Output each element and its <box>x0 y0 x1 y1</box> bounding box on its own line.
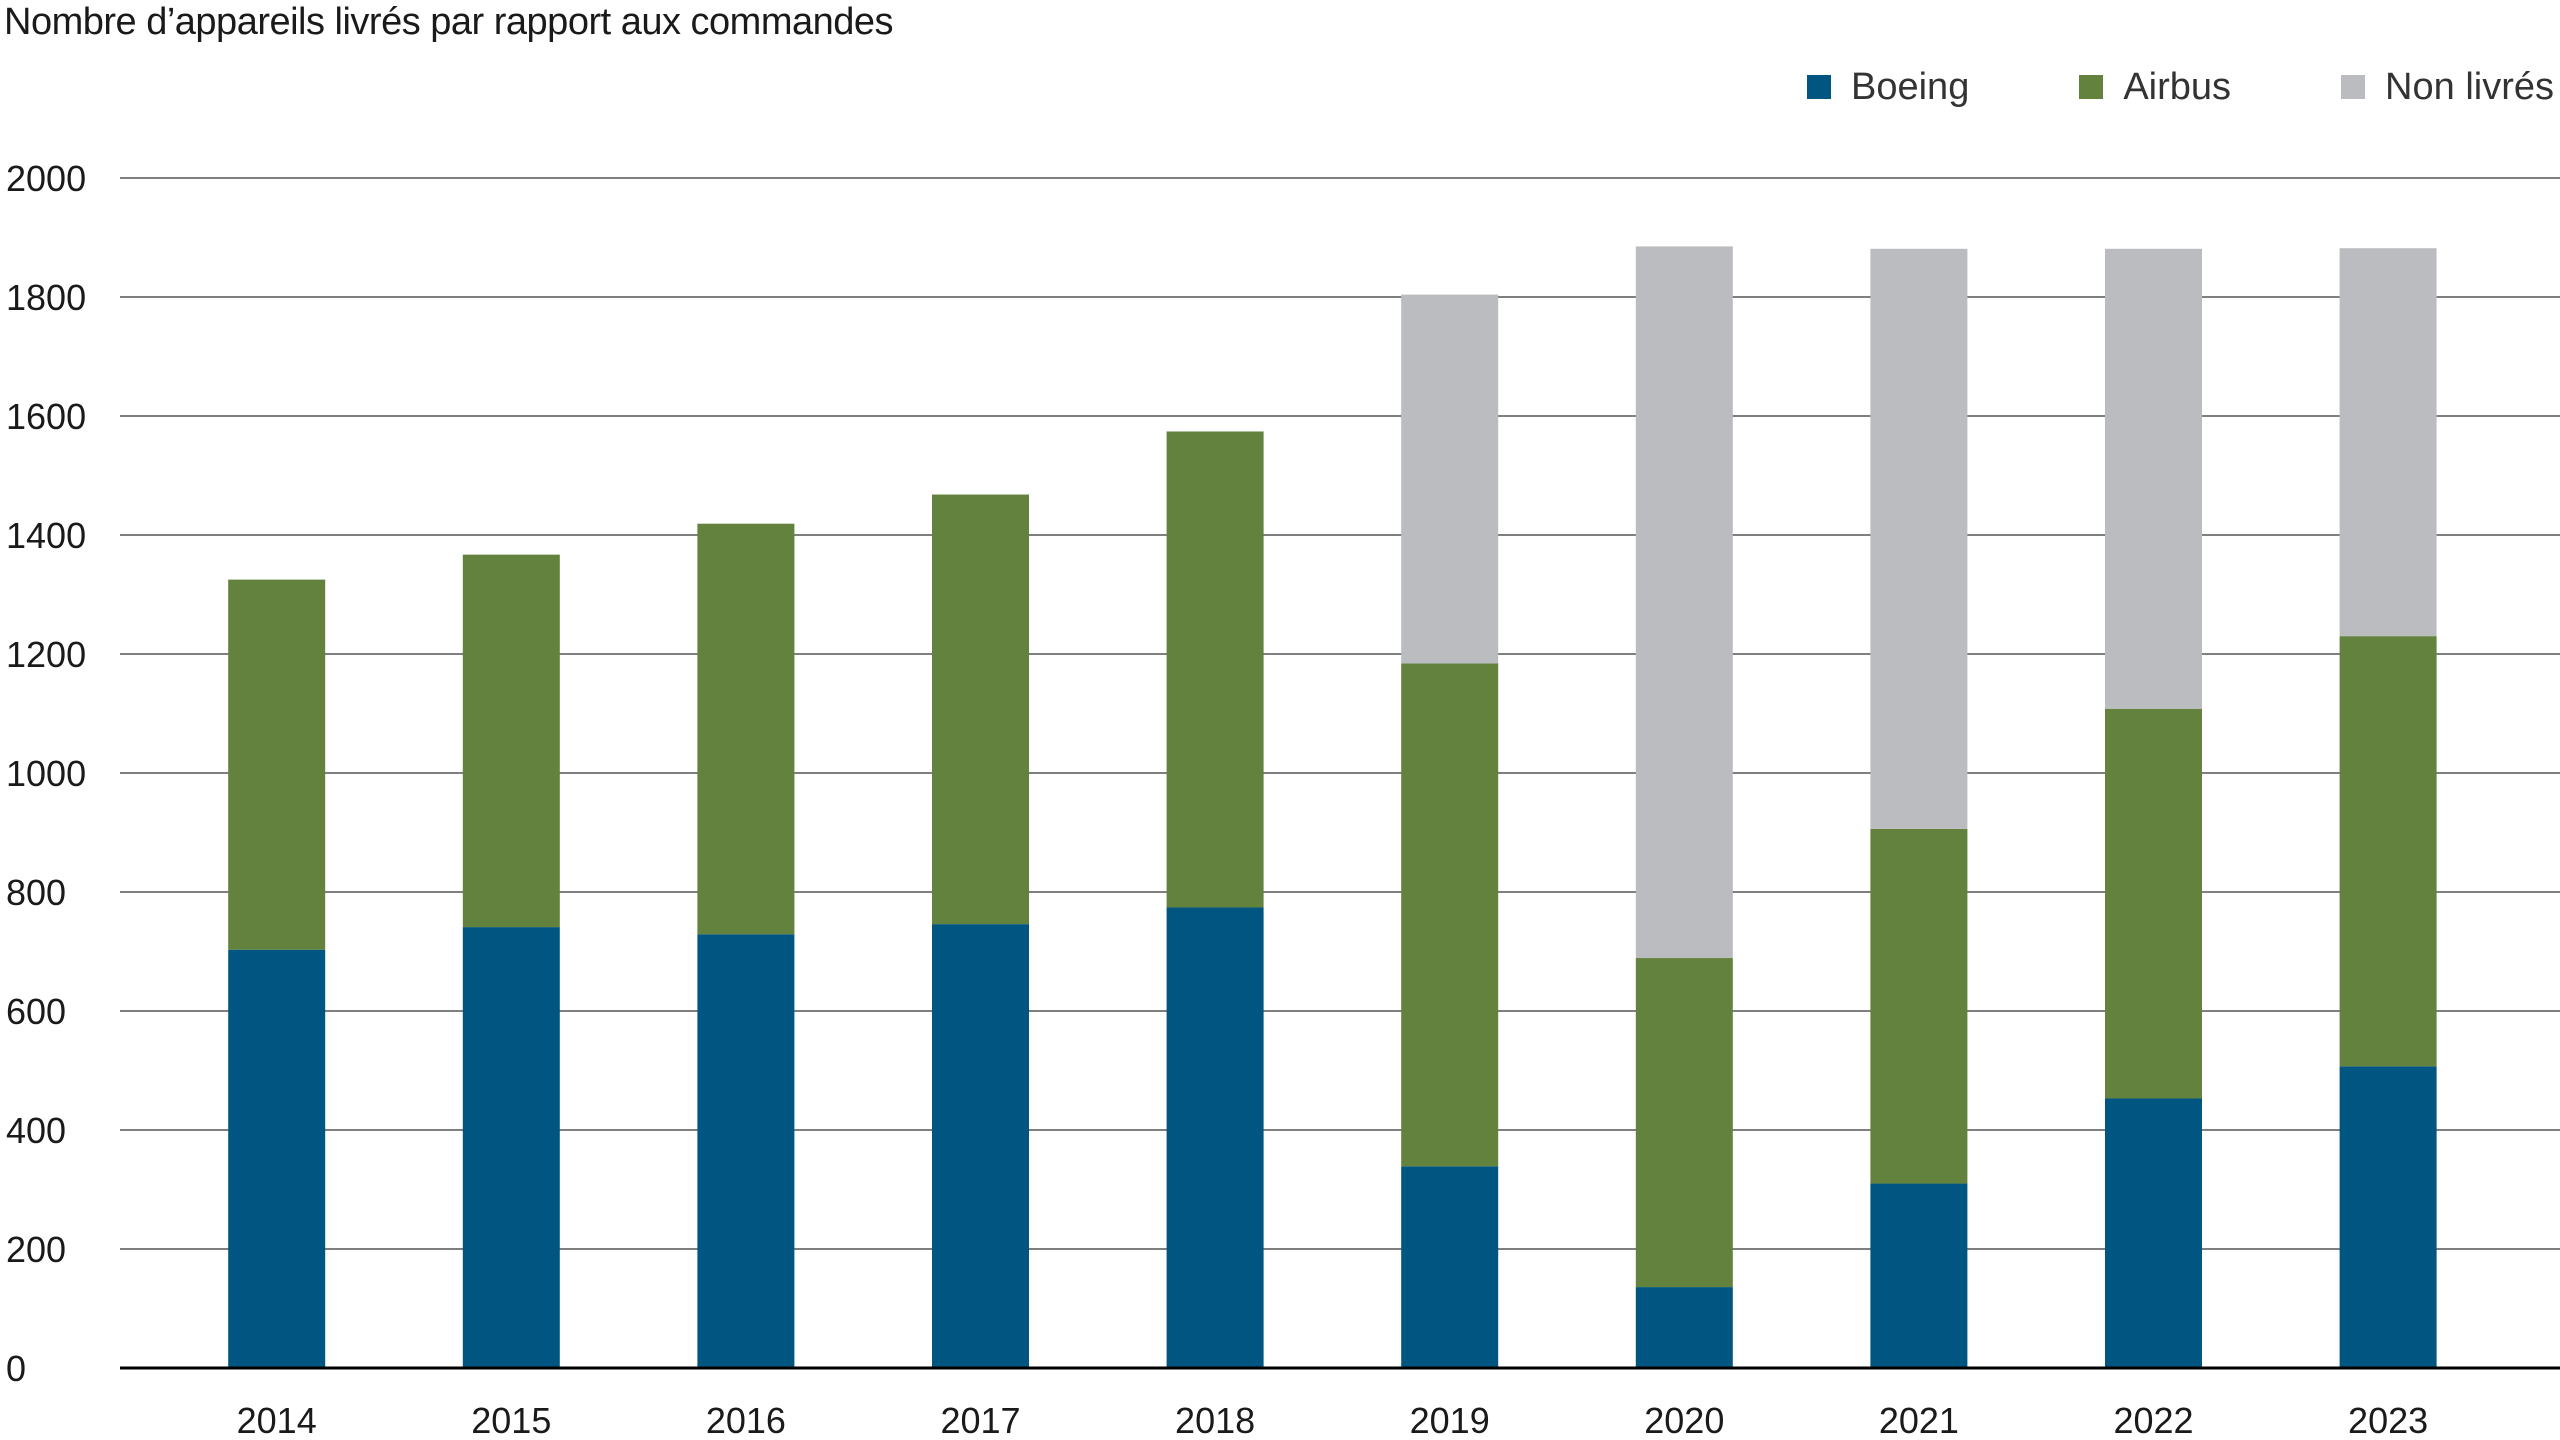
chart-title: Nombre d’appareils livrés par rapport au… <box>4 1 894 43</box>
bar-airbus-2016 <box>697 523 795 935</box>
y-tick-label-1600: 1600 <box>6 396 86 437</box>
bar-non-livres-2023 <box>2339 248 2437 637</box>
legend-swatch-boeing <box>1807 75 1831 99</box>
legend-swatch-non-livres <box>2341 75 2366 99</box>
x-tick-label-2023: 2023 <box>2348 1400 2428 1440</box>
bar-airbus-2021 <box>1870 828 1968 1184</box>
bar-boeing-2015 <box>462 927 560 1368</box>
legend-item-boeing: Boeing <box>1807 66 1969 109</box>
bar-boeing-2014 <box>228 949 326 1368</box>
bar-non-livres-2022 <box>2105 248 2202 709</box>
bar-boeing-2018 <box>1166 907 1264 1368</box>
bar-airbus-2019 <box>1401 663 1499 1167</box>
y-tick-label-400: 400 <box>6 1110 66 1151</box>
bar-airbus-2020 <box>1635 958 1733 1288</box>
y-tick-label-1800: 1800 <box>6 277 86 318</box>
legend-label-boeing: Boeing <box>1851 65 1970 108</box>
x-tick-label-2016: 2016 <box>706 1400 786 1440</box>
legend: Boeing Airbus Non livrés <box>1807 62 2554 112</box>
bar-airbus-2023 <box>2339 636 2437 1067</box>
bar-boeing-2022 <box>2105 1098 2202 1368</box>
bar-airbus-2018 <box>1166 431 1264 908</box>
y-tick-label-200: 200 <box>6 1229 66 1270</box>
bar-non-livres-2021 <box>1870 248 1968 829</box>
y-tick-label-1000: 1000 <box>6 753 86 794</box>
x-tick-label-2015: 2015 <box>471 1400 551 1440</box>
legend-item-airbus: Airbus <box>2079 66 2231 109</box>
y-tick-label-2000: 2000 <box>6 158 86 199</box>
legend-label-non-livres: Non livrés <box>2385 65 2554 108</box>
x-tick-label-2017: 2017 <box>940 1400 1020 1440</box>
bar-boeing-2019 <box>1401 1166 1499 1368</box>
bar-non-livres-2020 <box>1635 246 1733 959</box>
bar-airbus-2017 <box>932 494 1029 925</box>
bar-airbus-2014 <box>228 579 326 950</box>
x-tick-label-2014: 2014 <box>237 1400 317 1440</box>
bar-airbus-2015 <box>462 554 560 928</box>
x-tick-label-2022: 2022 <box>2113 1400 2193 1440</box>
x-tick-label-2019: 2019 <box>1410 1400 1490 1440</box>
bar-non-livres-2019 <box>1401 294 1499 664</box>
legend-swatch-airbus <box>2079 75 2104 99</box>
bar-boeing-2021 <box>1870 1183 1968 1368</box>
y-tick-label-1400: 1400 <box>6 515 86 556</box>
bar-airbus-2022 <box>2105 708 2202 1099</box>
bar-boeing-2023 <box>2339 1066 2437 1368</box>
legend-label-airbus: Airbus <box>2123 65 2232 108</box>
x-tick-label-2018: 2018 <box>1175 1400 1255 1440</box>
legend-item-non-livres: Non livrés <box>2341 66 2554 109</box>
x-tick-label-2021: 2021 <box>1879 1400 1959 1440</box>
y-tick-label-600: 600 <box>6 991 66 1032</box>
bar-boeing-2020 <box>1635 1287 1733 1368</box>
y-tick-label-0: 0 <box>6 1348 26 1389</box>
y-tick-label-1200: 1200 <box>6 634 86 675</box>
bar-boeing-2017 <box>932 924 1029 1368</box>
x-tick-label-2020: 2020 <box>1644 1400 1724 1440</box>
bar-boeing-2016 <box>697 934 795 1368</box>
y-tick-label-800: 800 <box>6 872 66 913</box>
